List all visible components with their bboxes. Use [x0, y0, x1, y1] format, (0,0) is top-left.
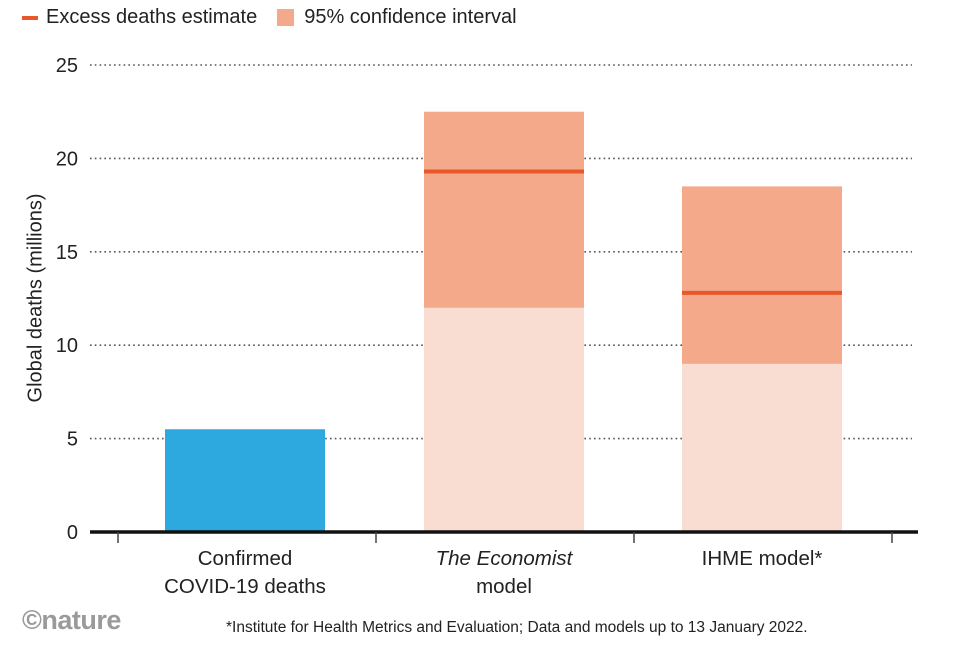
footnote: *Institute for Health Metrics and Evalua… — [226, 619, 808, 636]
bar-confidence-interval — [682, 186, 842, 364]
legend-ci-swatch — [277, 9, 295, 26]
legend-estimate-label: Excess deaths estimate — [46, 6, 258, 28]
y-tick-label: 25 — [56, 55, 78, 77]
legend-estimate-swatch — [22, 15, 38, 20]
legend-item-estimate: Excess deaths estimate — [22, 6, 257, 29]
y-tick-label: 5 — [67, 429, 78, 451]
category-label-economist: The Economist model — [436, 545, 573, 601]
bar-below-ci — [682, 363, 842, 532]
bar-confirmed — [165, 429, 325, 532]
y-tick-label: 10 — [56, 335, 78, 357]
nature-logo: ©nature — [22, 605, 121, 635]
category-label-line: Confirmed — [197, 547, 293, 570]
legend-item-ci: 95% confidence interval — [277, 6, 517, 29]
y-tick-label: 0 — [67, 522, 78, 544]
category-label-line: IHME model* — [701, 547, 823, 570]
category-label-ihme: IHME model* — [702, 545, 823, 573]
chart-plot: 0 5 10 15 20 25 — [56, 55, 918, 544]
y-tick-label: 15 — [56, 242, 78, 264]
legend-ci-label: 95% confidence interval — [304, 6, 517, 28]
legend: Excess deaths estimate 95% confidence in… — [22, 6, 537, 29]
category-label-line: COVID-19 deaths — [164, 575, 326, 598]
category-label-line: model — [476, 575, 532, 598]
category-label-line: The Economist — [435, 547, 573, 570]
y-tick-label: 20 — [56, 148, 78, 170]
category-label-confirmed: Confirmed COVID-19 deaths — [164, 545, 326, 601]
bar-below-ci — [424, 307, 584, 532]
bar-confidence-interval — [424, 111, 584, 308]
